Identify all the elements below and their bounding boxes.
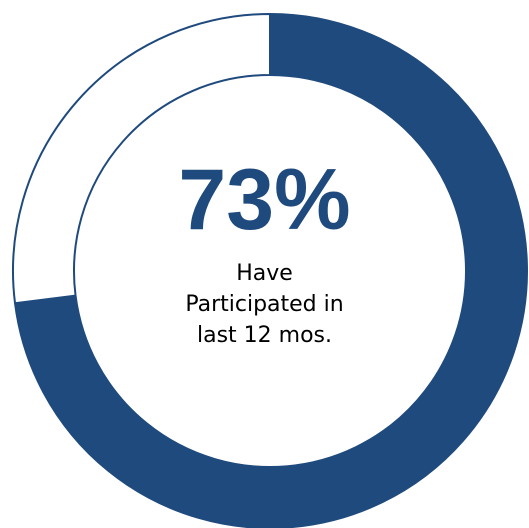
caption-line-2: Participated in [185, 292, 344, 317]
slice-remaining [12, 13, 271, 305]
slice-participated [14, 13, 528, 528]
percentage-value: 73% [178, 152, 351, 248]
caption-line-3: last 12 mos. [196, 323, 332, 348]
caption-line-1: Have [236, 261, 293, 286]
caption: Have Participated in last 12 mos. [0, 258, 529, 351]
